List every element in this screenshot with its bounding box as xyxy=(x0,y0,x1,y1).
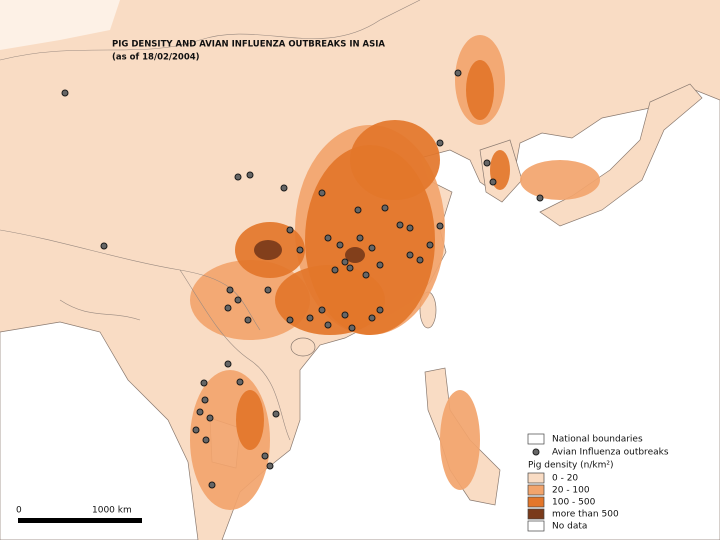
outbreak-dot xyxy=(489,178,497,186)
outbreak-dot xyxy=(208,481,216,489)
boundary-line xyxy=(179,269,291,441)
outbreak-dot xyxy=(341,258,349,266)
outbreak-dot xyxy=(362,271,370,279)
density-area xyxy=(236,390,264,450)
outbreak-dot xyxy=(224,304,232,312)
legend-label: Avian Influenza outbreaks xyxy=(552,448,669,458)
outbreak-dot xyxy=(454,69,462,77)
outbreak-dot xyxy=(100,242,108,250)
legend-swatch xyxy=(527,433,545,445)
legend-dot xyxy=(532,448,540,456)
outbreak-dot xyxy=(376,261,384,269)
scale-bar: 0 1000 km xyxy=(16,506,142,523)
outbreak-dot xyxy=(306,314,314,322)
outbreak-dot xyxy=(416,256,424,264)
boundary-line xyxy=(59,299,141,321)
outbreak-dot xyxy=(234,296,242,304)
legend-label: more than 500 xyxy=(552,510,619,520)
boundaries xyxy=(0,0,421,441)
outbreak-dot xyxy=(436,222,444,230)
legend-swatch xyxy=(527,472,545,484)
outbreak-dot xyxy=(206,414,214,422)
density-area xyxy=(254,240,282,260)
outbreak-dot xyxy=(224,360,232,368)
outbreak-dot xyxy=(286,316,294,324)
outbreak-dot xyxy=(226,286,234,294)
north-region xyxy=(0,0,120,50)
outbreak-dot xyxy=(280,184,288,192)
legend-label: No data xyxy=(552,522,587,532)
outbreak-dot xyxy=(436,139,444,147)
outbreak-dot xyxy=(368,244,376,252)
legend-label: 20 - 100 xyxy=(552,486,590,496)
outbreak-dot xyxy=(336,241,344,249)
pig-density xyxy=(190,35,600,510)
bay-of-bengal xyxy=(0,321,199,540)
outbreaks xyxy=(61,69,544,489)
outbreak-dot xyxy=(286,226,294,234)
scale-bar-rect xyxy=(18,518,142,523)
density-area xyxy=(190,260,310,340)
outbreak-dot xyxy=(406,224,414,232)
scale-end: 1000 km xyxy=(92,506,132,516)
outbreak-dot xyxy=(381,204,389,212)
legend-swatch xyxy=(527,496,545,508)
density-area xyxy=(350,120,440,200)
outbreak-dot xyxy=(368,314,376,322)
outbreak-dot xyxy=(348,324,356,332)
outbreak-dot xyxy=(396,221,404,229)
outbreak-dot xyxy=(246,171,254,179)
outbreak-dot xyxy=(202,436,210,444)
outbreak-dot xyxy=(266,462,274,470)
boundary-line xyxy=(0,0,421,61)
outbreak-dot xyxy=(196,408,204,416)
outbreak-dot xyxy=(61,89,69,97)
legend-label: 0 - 20 xyxy=(552,474,578,484)
density-area xyxy=(345,247,365,263)
outbreak-dot xyxy=(324,321,332,329)
outbreak-dot xyxy=(201,396,209,404)
outbreak-dot xyxy=(324,234,332,242)
outbreak-dot xyxy=(318,189,326,197)
map-title: PIG DENSITY AND AVIAN INFLUENZA OUTBREAK… xyxy=(112,40,385,50)
density-area xyxy=(520,160,600,200)
outbreak-dot xyxy=(200,379,208,387)
outbreak-dot xyxy=(356,234,364,242)
outbreak-dot xyxy=(331,266,339,274)
outbreak-dot xyxy=(406,251,414,259)
legend-swatch xyxy=(527,520,545,532)
legend-label: 100 - 500 xyxy=(552,498,596,508)
outbreak-dot xyxy=(296,246,304,254)
outbreak-dot xyxy=(264,286,272,294)
boundary-line xyxy=(0,229,261,331)
outbreak-dot xyxy=(272,410,280,418)
legend-label: National boundaries xyxy=(552,435,643,445)
outbreak-dot xyxy=(354,206,362,214)
outbreak-dot xyxy=(346,264,354,272)
legend: National boundaries Avian Influenza outb… xyxy=(527,433,669,532)
outbreak-dot xyxy=(376,306,384,314)
outbreak-dot xyxy=(192,426,200,434)
outbreak-dot xyxy=(244,316,252,324)
legend-heading: Pig density (n/km²) xyxy=(528,461,614,471)
legend-swatch xyxy=(527,508,545,520)
outbreak-dot xyxy=(236,378,244,386)
outbreak-dot xyxy=(426,241,434,249)
scale-start: 0 xyxy=(16,506,22,516)
outbreak-dot xyxy=(483,159,491,167)
legend-swatch xyxy=(527,484,545,496)
density-area xyxy=(275,265,385,335)
hainan xyxy=(290,337,316,357)
density-area xyxy=(440,390,480,490)
outbreak-dot xyxy=(536,194,544,202)
outbreak-dot xyxy=(318,306,326,314)
density-area xyxy=(466,60,494,120)
outbreak-dot xyxy=(341,311,349,319)
map-subtitle: (as of 18/02/2004) xyxy=(112,53,200,63)
outbreak-dot xyxy=(234,173,242,181)
outbreak-dot xyxy=(261,452,269,460)
